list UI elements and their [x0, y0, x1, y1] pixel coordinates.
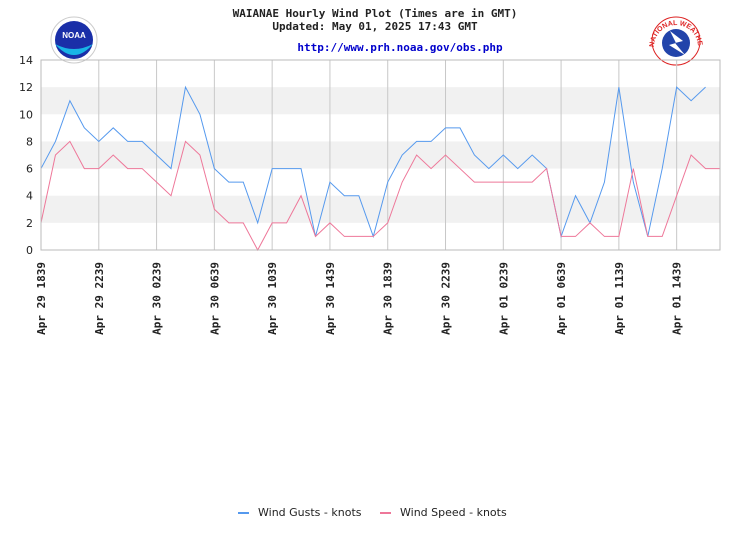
- y-tick-label: 2: [26, 217, 33, 230]
- x-tick-label: Apr 29 1839: [35, 262, 48, 335]
- y-tick-label: 12: [19, 81, 33, 94]
- legend-label-speed: Wind Speed - knots: [400, 506, 507, 519]
- y-tick-label: 0: [26, 244, 33, 257]
- speed-series-line: [40, 140, 720, 252]
- legend-swatch-gusts: [238, 511, 249, 514]
- obs-link[interactable]: http://www.prh.noaa.gov/obs.php: [297, 41, 503, 54]
- y-tick-label: 6: [26, 163, 33, 176]
- grid-band: [41, 141, 720, 169]
- x-tick-label: Apr 30 1839: [382, 262, 395, 335]
- plot-frame: [40, 59, 721, 251]
- x-tick-label: Apr 30 0639: [208, 262, 221, 335]
- nws-logo-icon: NATIONAL WEATHER SERVICE: [645, 15, 703, 66]
- noaa-logo-text: NOAA: [62, 31, 86, 40]
- x-tick-label: Apr 30 0239: [151, 262, 164, 335]
- y-tick-label: 10: [19, 108, 33, 121]
- chart-title: WAIANAE Hourly Wind Plot (Times are in G…: [232, 7, 518, 20]
- x-tick-label: Apr 01 0639: [555, 262, 568, 335]
- noaa-logo-icon: NOAA: [50, 16, 98, 64]
- legend-swatch-speed: [380, 511, 391, 514]
- legend-item-speed: Wind Speed - knots: [380, 506, 507, 519]
- y-tick-label: 8: [26, 135, 33, 148]
- x-tick-label: Apr 01 0239: [497, 262, 510, 335]
- y-tick-label: 4: [26, 190, 33, 203]
- x-tick-label: Apr 29 2239: [93, 262, 106, 335]
- y-tick-label: 14: [19, 54, 33, 67]
- grid-band: [41, 87, 720, 115]
- x-tick-label: Apr 30 2239: [440, 262, 453, 335]
- updated-time: Updated: May 01, 2025 17:43 GMT: [272, 20, 478, 33]
- legend-label-gusts: Wind Gusts - knots: [258, 506, 362, 519]
- x-tick-label: Apr 01 1139: [613, 262, 626, 335]
- legend-item-gusts: Wind Gusts - knots: [238, 506, 362, 519]
- x-tick-label: Apr 30 1439: [324, 262, 337, 335]
- axes: Apr 29 1839 Apr 29 2239 Apr 30 0239 Apr 30 …: [19, 54, 721, 335]
- x-tick-label: Apr 01 1439: [671, 262, 684, 335]
- grid-bands: [41, 87, 720, 223]
- series-lines: [40, 85, 720, 252]
- x-tick-label: Apr 30 1039: [266, 262, 279, 335]
